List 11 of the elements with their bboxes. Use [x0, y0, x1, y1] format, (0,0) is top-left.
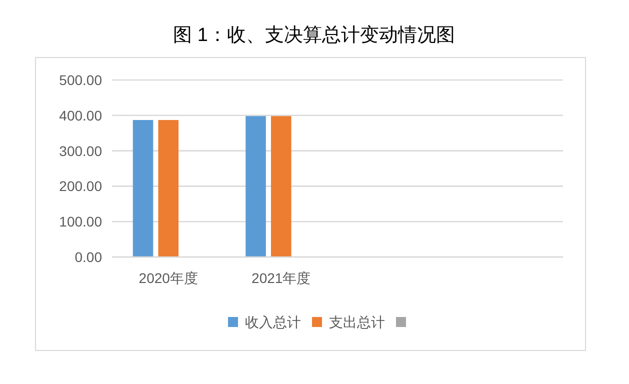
legend-label: 收入总计	[245, 314, 301, 330]
y-tick-label: 500.00	[59, 72, 102, 88]
legend-label: 支出总计	[329, 314, 385, 330]
y-tick-label: 200.00	[59, 178, 102, 194]
y-tick-label: 100.00	[59, 214, 102, 230]
y-tick-label: 400.00	[59, 107, 102, 124]
x-tick-label: 2020年度	[138, 270, 198, 286]
x-tick-label: 2021年度	[252, 270, 311, 286]
y-tick-label: 0.00	[74, 249, 102, 265]
chart-title: 图 1：收、支决算总计变动情况图	[173, 24, 455, 46]
y-tick-label: 300.00	[59, 142, 102, 159]
